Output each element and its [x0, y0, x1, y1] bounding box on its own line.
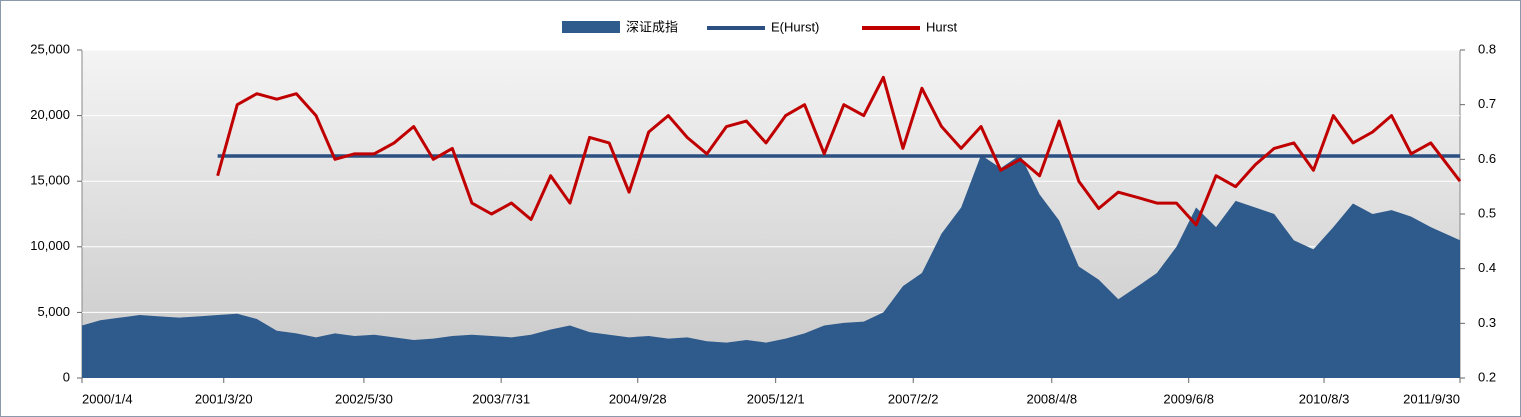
y-tick-label: 25,000: [30, 41, 70, 56]
y2-tick-label: 0.2: [1478, 369, 1496, 384]
x-tick-label: 2009/6/8: [1163, 391, 1214, 406]
x-tick-label: 2005/12/1: [747, 391, 805, 406]
y-tick-label: 10,000: [30, 238, 70, 253]
y2-tick-label: 0.8: [1478, 41, 1496, 56]
y2-tick-label: 0.3: [1478, 315, 1496, 330]
x-tick-label: 2001/3/20: [195, 391, 253, 406]
legend-label: E(Hurst): [771, 19, 819, 34]
x-tick-label: 2004/9/28: [609, 391, 667, 406]
legend-label: 深证成指: [626, 19, 678, 34]
x-tick-label: 2010/8/3: [1299, 391, 1350, 406]
x-tick-label: 2000/1/4: [82, 391, 133, 406]
x-tick-label: 2007/2/2: [888, 391, 939, 406]
y-tick-label: 20,000: [30, 107, 70, 122]
y2-tick-label: 0.5: [1478, 205, 1496, 220]
x-tick-label: 2011/9/30: [1403, 391, 1460, 406]
line: [216, 75, 1462, 227]
y2-tick-label: 0.7: [1478, 96, 1496, 111]
x-tick-label: 2008/4/8: [1026, 391, 1077, 406]
y-tick-label: 0: [63, 369, 70, 384]
y-tick-label: 5,000: [37, 304, 70, 319]
x-tick-label: 2003/7/31: [472, 391, 530, 406]
y-tick-label: 15,000: [30, 173, 70, 188]
y2-tick-label: 0.6: [1478, 151, 1496, 166]
legend-swatch: [562, 21, 620, 33]
y2-tick-label: 0.4: [1478, 260, 1496, 275]
x-tick-label: 2002/5/30: [335, 391, 393, 406]
legend-label: Hurst: [926, 19, 957, 34]
area: [82, 154, 1460, 378]
